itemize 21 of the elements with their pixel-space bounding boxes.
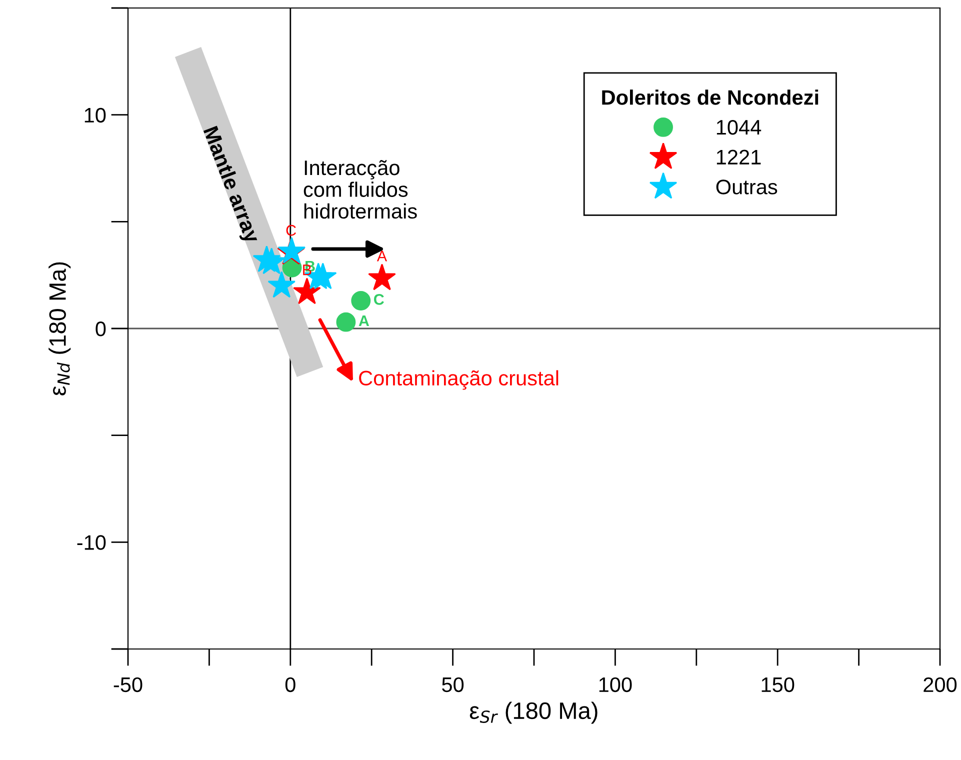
x-tick-label: 150 <box>762 677 794 692</box>
legend-label: Outras <box>716 180 778 194</box>
legend-title: Doleritos de Ncondezi <box>602 90 818 105</box>
legend-label: 1221 <box>716 150 761 164</box>
y-tick-label: 10 <box>84 108 106 123</box>
annotation: Contaminação crustal <box>359 370 558 390</box>
annotation: Mantle array <box>199 126 262 246</box>
data-label: C <box>374 294 384 305</box>
data-label: A <box>358 316 370 326</box>
data-label: A <box>376 250 388 262</box>
x-tick-label: 200 <box>924 677 957 692</box>
x-tick-label: 0 <box>285 677 296 692</box>
y-tick-label: 0 <box>96 322 106 336</box>
x-tick-label: -50 <box>114 677 142 692</box>
y-axis-title: ε$_{Nd}$ (180 Ma) <box>48 262 71 396</box>
x-tick-label: 50 <box>442 677 464 692</box>
y-tick-label: -10 <box>77 535 106 550</box>
legend-label: 1044 <box>716 120 762 135</box>
x-axis-title: ε$_{Sr}$ (180 Ma) <box>470 702 598 724</box>
x-tick-label: 100 <box>599 677 632 692</box>
annotation: Interacção com fluidos hidrotermais <box>304 160 417 219</box>
